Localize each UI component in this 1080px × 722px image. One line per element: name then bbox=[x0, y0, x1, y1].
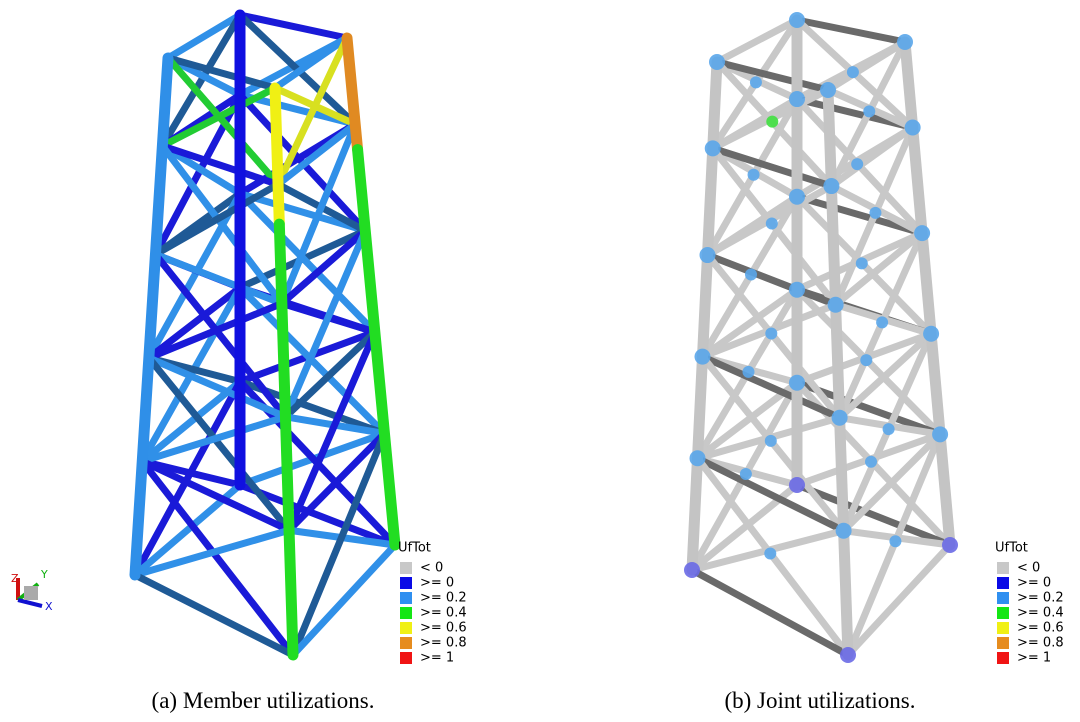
joint bbox=[789, 375, 805, 391]
joint-utilization-model bbox=[684, 12, 958, 663]
legend-label: >= 0.6 bbox=[420, 621, 467, 636]
joint bbox=[876, 316, 888, 328]
legend-swatch bbox=[997, 607, 1009, 619]
legend-swatch bbox=[400, 577, 412, 589]
legend-label: >= 0.4 bbox=[420, 606, 467, 621]
joint bbox=[766, 116, 778, 128]
legend-swatch bbox=[997, 637, 1009, 649]
joint bbox=[840, 647, 856, 663]
joint bbox=[856, 257, 868, 269]
joint bbox=[914, 225, 930, 241]
joint bbox=[869, 207, 881, 219]
legend-label: >= 0.6 bbox=[1017, 621, 1064, 636]
legend-label: >= 0 bbox=[420, 576, 454, 591]
joint bbox=[897, 34, 913, 50]
joint bbox=[745, 269, 757, 281]
joint bbox=[820, 82, 836, 98]
y-label: Y bbox=[40, 568, 48, 581]
caption: (a) Member utilizations. bbox=[152, 688, 375, 713]
joint bbox=[765, 435, 777, 447]
joint bbox=[743, 366, 755, 378]
joint bbox=[863, 105, 875, 117]
member bbox=[692, 570, 848, 655]
caption: (b) Joint utilizations. bbox=[724, 688, 915, 713]
joint bbox=[705, 140, 721, 156]
joint bbox=[789, 189, 805, 205]
legend-swatch bbox=[400, 622, 412, 634]
joint bbox=[923, 326, 939, 342]
member bbox=[142, 461, 293, 655]
member bbox=[848, 545, 950, 655]
joint bbox=[789, 91, 805, 107]
legend-label: >= 1 bbox=[420, 651, 454, 666]
legend-label: >= 0.2 bbox=[420, 591, 467, 606]
legend-swatch bbox=[997, 622, 1009, 634]
joint bbox=[789, 477, 805, 493]
member bbox=[135, 575, 293, 655]
joint bbox=[750, 76, 762, 88]
legend: UfTot < 0>= 0>= 0.2>= 0.4>= 0.6>= 0.8>= 1 bbox=[995, 541, 1064, 666]
joint bbox=[765, 328, 777, 340]
joint bbox=[766, 218, 778, 230]
joint bbox=[883, 423, 895, 435]
joint bbox=[905, 120, 921, 136]
joint bbox=[764, 547, 776, 559]
legend: UfTot < 0>= 0>= 0.2>= 0.4>= 0.6>= 0.8>= 1 bbox=[398, 541, 467, 666]
legend-swatch bbox=[997, 592, 1009, 604]
joint bbox=[832, 410, 848, 426]
legend-swatch bbox=[997, 577, 1009, 589]
leg bbox=[135, 58, 168, 575]
x-axis bbox=[18, 600, 42, 606]
axis-triad: Z Y X bbox=[11, 568, 53, 613]
legend-swatch bbox=[997, 562, 1009, 574]
member-utilization-model bbox=[135, 15, 395, 655]
legend-swatch bbox=[400, 637, 412, 649]
joint bbox=[860, 354, 872, 366]
legend-label: >= 0.2 bbox=[1017, 591, 1064, 606]
legend-swatch bbox=[400, 592, 412, 604]
joint bbox=[789, 12, 805, 28]
joint bbox=[709, 54, 725, 70]
legend-swatch bbox=[400, 652, 412, 664]
joint bbox=[684, 562, 700, 578]
legend-title: UfTot bbox=[398, 541, 431, 556]
joint bbox=[851, 158, 863, 170]
legend-label: >= 0.4 bbox=[1017, 606, 1064, 621]
joint bbox=[836, 523, 852, 539]
legend-label: >= 0 bbox=[1017, 576, 1051, 591]
legend-swatch bbox=[400, 562, 412, 574]
joint bbox=[828, 297, 844, 313]
legend-title: UfTot bbox=[995, 541, 1028, 556]
figure: Z Y X UfTot< 0>= 0>= 0.2>= 0.4>= 0.6>= 0… bbox=[0, 0, 1080, 722]
member bbox=[293, 545, 395, 655]
joint bbox=[748, 169, 760, 181]
triad-box bbox=[24, 586, 38, 600]
joint bbox=[932, 426, 948, 442]
legend-swatch bbox=[400, 607, 412, 619]
joint bbox=[690, 450, 706, 466]
z-label: Z bbox=[11, 572, 19, 585]
legend-swatch bbox=[997, 652, 1009, 664]
joint bbox=[823, 178, 839, 194]
leg bbox=[275, 88, 279, 224]
legend-label: >= 0.8 bbox=[1017, 636, 1064, 651]
legend-label: < 0 bbox=[1017, 561, 1040, 576]
legend-label: >= 0.8 bbox=[420, 636, 467, 651]
joint bbox=[865, 456, 877, 468]
legend-label: >= 1 bbox=[1017, 651, 1051, 666]
member bbox=[149, 303, 282, 357]
legend-label: < 0 bbox=[420, 561, 443, 576]
joint bbox=[700, 247, 716, 263]
joint bbox=[942, 537, 958, 553]
leg bbox=[692, 62, 717, 570]
joint bbox=[695, 349, 711, 365]
joint bbox=[740, 468, 752, 480]
joint bbox=[789, 282, 805, 298]
joint bbox=[847, 66, 859, 78]
x-label: X bbox=[45, 600, 53, 613]
joint bbox=[889, 535, 901, 547]
